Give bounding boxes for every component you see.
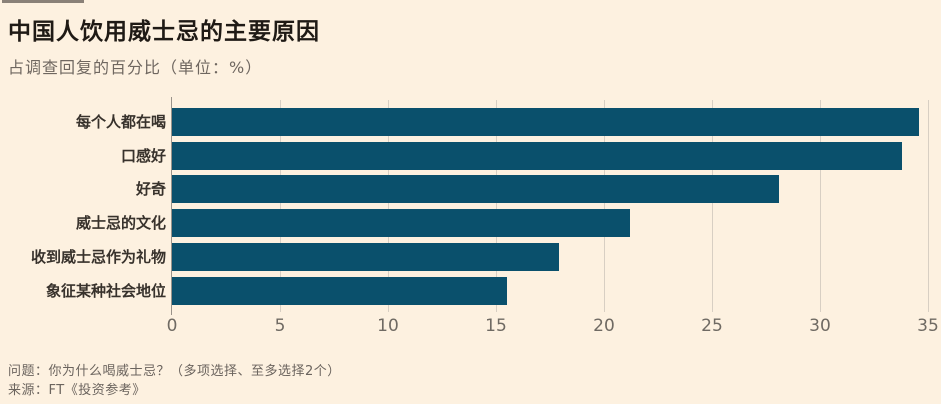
x-tick-label-5: 5 [274, 316, 286, 336]
gridline-25 [712, 100, 713, 312]
category-label-2: 好奇 [135, 180, 166, 199]
x-tick-label-35: 35 [917, 316, 939, 336]
gridline-15 [496, 100, 497, 312]
top-rule [2, 0, 84, 3]
chart-title: 中国人饮用威士忌的主要原因 [8, 19, 320, 45]
category-labels: 每个人都在喝口感好好奇威士忌的文化收到威士忌作为礼物象征某种社会地位 [0, 0, 166, 404]
x-tick-label-30: 30 [809, 316, 831, 336]
footnote-source: 来源：FT《投资参考》 [8, 383, 146, 398]
gridline-20 [604, 100, 605, 312]
x-tick-label-20: 20 [593, 316, 615, 336]
plot-area [171, 97, 929, 315]
bar-5 [172, 276, 507, 305]
category-label-4: 收到威士忌作为礼物 [30, 247, 166, 266]
category-label-0: 每个人都在喝 [75, 113, 166, 131]
footnote-question: 问题：你为什么喝威士忌？（多项选择、至多选择2个） [8, 364, 341, 379]
bar-4 [172, 242, 559, 271]
category-label-3: 威士忌的文化 [75, 214, 166, 233]
x-tick-label-25: 25 [701, 316, 723, 336]
gridline-5 [280, 100, 281, 312]
gridline-30 [820, 100, 821, 312]
x-tick-label-15: 15 [485, 316, 507, 336]
x-tick-label-0: 0 [166, 316, 178, 336]
gridline-35 [928, 100, 929, 312]
gridline-10 [388, 100, 389, 312]
x-tick-label-10: 10 [377, 316, 399, 336]
bar-3 [172, 209, 630, 238]
bar-0 [172, 108, 920, 136]
category-label-5: 象征某种社会地位 [45, 281, 166, 300]
y-axis-line [171, 97, 172, 315]
bar-2 [172, 175, 779, 204]
bar-1 [172, 141, 903, 170]
chart-subtitle: 占调查回复的百分比（单位：%） [8, 58, 263, 77]
category-label-1: 口感好 [120, 146, 166, 165]
